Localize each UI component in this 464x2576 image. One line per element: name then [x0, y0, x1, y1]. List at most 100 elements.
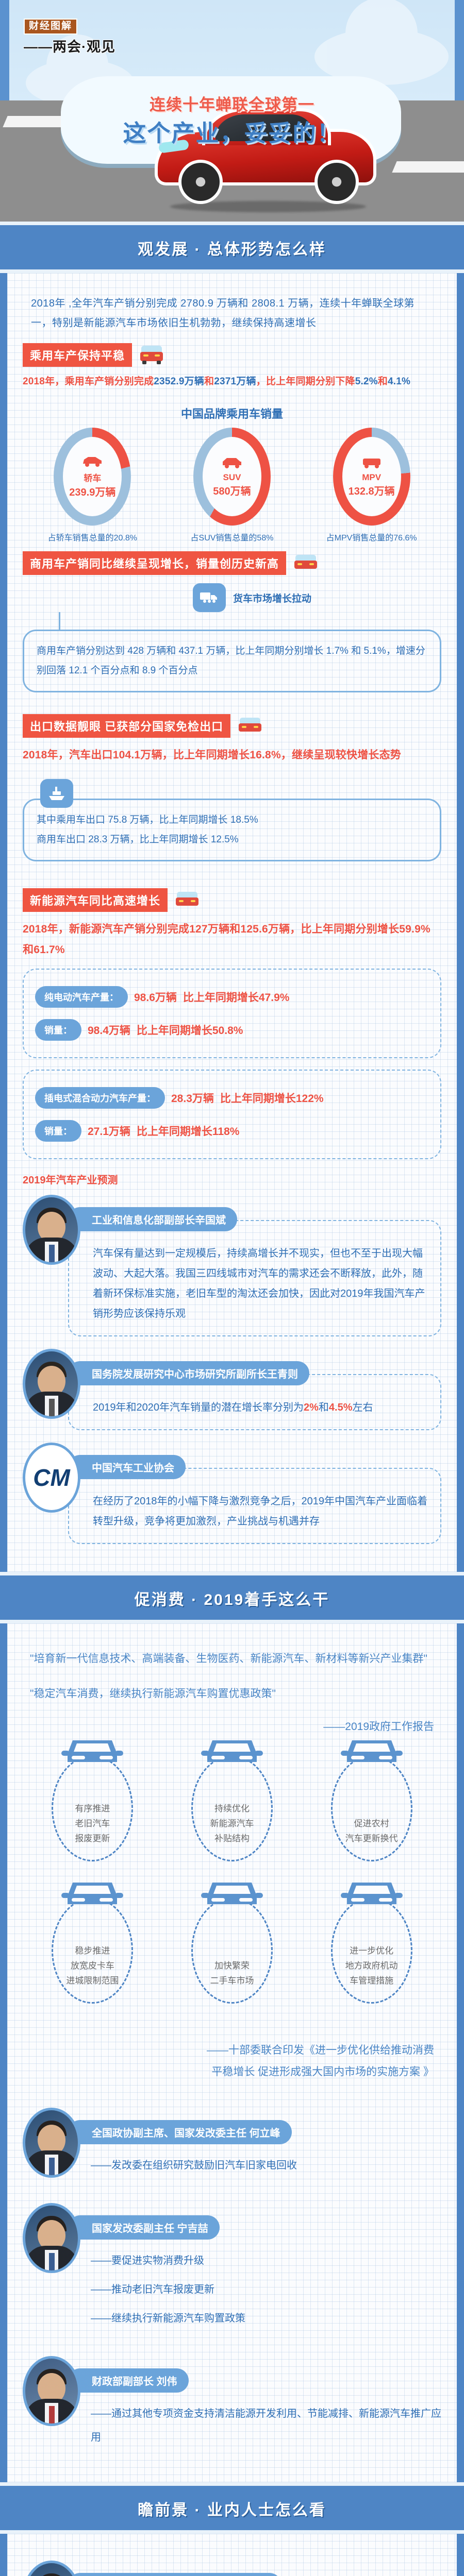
donut-value: 132.8万辆 [348, 485, 395, 497]
speaker-name: 财政部副部长 刘伟 [68, 2368, 189, 2393]
brand-subtitle: ——两会·观见 [24, 39, 115, 55]
truck-icon [193, 583, 226, 613]
measure-card: 有序推进 老旧汽车 报废更新 [30, 1740, 154, 1871]
avatar-head [38, 2124, 65, 2156]
speaker-ning-jizhe: 国家发改委副主任 宁吉喆 ——要促进实物消费升级 ——推动老旧汽车报废更新 ——… [23, 2203, 441, 2335]
donut-sedan: 轿车 239.9万辆 [54, 428, 131, 526]
car-front-outline-icon [340, 1883, 403, 1905]
brand-share-donut-chart: 轿车 239.9万辆 占轿车销售总量的20.8% SUV 580万辆 [23, 428, 441, 543]
speaker-caam: CM 中国汽车工业协会 在经历了2018年的小幅下降与激烈竞争之后，2019年中… [23, 1443, 441, 1545]
donut-label: MPV [362, 472, 382, 482]
speaker-he-lifeng: 全国政协副主席、国家发改委主任 何立峰 ——发改委在组织研究鼓励旧汽车旧家电回收 [23, 2108, 441, 2182]
donut-cell: MPV 132.8万辆 占MPV销售总量的76.6% [307, 428, 436, 543]
nev-row-value: 27.1万辆 [88, 1126, 130, 1138]
mpv-icon [362, 458, 380, 468]
section-band-consumption: 促消费 · 2019着手这么干 [0, 1572, 464, 1624]
measure-line3: 车管理措施 [350, 1976, 394, 1986]
car-window [216, 114, 313, 141]
pc-value-3: 5.2% [355, 376, 378, 387]
nev-row-note: 比上年同期增长122% [220, 1093, 324, 1105]
avatar-head [38, 2372, 65, 2404]
nev-heading: 新能源汽车同比高速增长 [23, 888, 441, 912]
measure-card: 加快繁荣 二手车市场 [170, 1883, 294, 2013]
brand-badge: 财经图解 [24, 19, 78, 35]
measure-caption: 促进农村 汽车更新换代 [345, 1817, 398, 1860]
wq-value-1: 2% [303, 1402, 319, 1414]
car-wheel [314, 160, 359, 204]
donut-cell: SUV 580万辆 占SUV销售总量的58% [168, 428, 296, 543]
section-band-development: 观发展 · 总体形势怎么样 [0, 222, 464, 273]
passenger-car-stats: 2018年，乘用车产销分别完成2352.9万辆和2371万辆，比上年同期分别下降… [23, 374, 441, 389]
section-outlook-body: 全国政协委员、北汽集团董事长 徐和谊 ——建议充分发挥重点企业新能源汽车推广的示… [0, 2534, 464, 2576]
measure-ellipse: 稳步推进 放宽皮卡车 进城限制范围 [52, 1883, 134, 2004]
nev-row-value: 98.6万辆 [134, 992, 177, 1004]
commercial-bubble: 商用车产销分别达到 428 万辆和 437.1 万辆，比上年同期分别增长 1.7… [23, 630, 441, 693]
commercial-tag: 商用车产销同比继续呈现增长，销量创历史新高 [23, 551, 287, 575]
measure-card: 稳步推进 放宽皮卡车 进城限制范围 [30, 1883, 154, 2013]
nev-row-note: 比上年同期增长47.9% [183, 992, 290, 1004]
nev-row-pill: 销量： [35, 1019, 81, 1041]
chart-title: 中国品牌乘用车销量 [180, 408, 283, 421]
measure-line2: 二手车市场 [210, 1976, 254, 1986]
donut-caption: 占MPV销售总量的76.6% [326, 534, 417, 543]
measure-line1: 持续优化 [214, 1804, 250, 1814]
truck-callout: 货车市场增长拉动 [193, 583, 441, 613]
commercial-heading: 商用车产销同比继续呈现增长，销量创历史新高 [23, 551, 441, 575]
section-consumption-body: "培育新一代信息技术、高端装备、生物医药、新能源汽车、新材料等新兴产业集群" "… [0, 1623, 464, 2483]
passenger-car-tag: 乘用车产保持平稳 [23, 343, 132, 367]
brand-logo: 财经图解 ——两会·观见 [24, 19, 115, 56]
avatar-hair [37, 2573, 67, 2576]
section-development-body: 2018年 ,全年汽车产销分别完成 2780.9 万辆和 2808.1 万辆，连… [0, 273, 464, 1572]
avatar-tie [49, 1399, 55, 1417]
avatar [23, 1195, 80, 1265]
avatar-tie [49, 2406, 55, 2424]
wq-text-post: 左右 [352, 1402, 373, 1414]
measure-card-grid-row1: 有序推进 老旧汽车 报废更新 [23, 1740, 441, 1871]
passenger-car-heading: 乘用车产保持平稳 [23, 343, 441, 367]
nev-row-note: 比上年同期增长50.8% [136, 1025, 243, 1037]
avatar-tie [49, 2253, 55, 2271]
avatar-head [38, 1365, 65, 1397]
nev-phev-card: 插电式混合动力汽车产量： 28.3万辆 比上年同期增长122% 销量： 27.1… [23, 1070, 441, 1160]
truck-glyph-icon [200, 592, 217, 603]
measure-line1: 促进农村 [354, 1819, 389, 1829]
avatar [23, 1349, 80, 1419]
speaker-quote: 在经历了2018年的小幅下降与激烈竞争之后，2019年中国汽车产业面临着转型升级… [68, 1468, 441, 1545]
avatar-tie [49, 2158, 55, 2176]
sedan-icon [83, 457, 102, 467]
speaker-body: 全国政协委员、北汽集团董事长 徐和谊 ——建议充分发挥重点企业新能源汽车推广的示… [68, 2561, 441, 2576]
pc-text-c: ，比上年同期分别下降 [256, 376, 355, 387]
ship-callout [40, 779, 441, 808]
speaker-points: ——通过其他专项资金支持清洁能源开发利用、节能减排、新能源汽车推广应用 [68, 2393, 441, 2449]
nev-row-value: 28.3万辆 [171, 1093, 214, 1105]
export-bubble-line1: 其中乘用车出口 75.8 万辆，比上年同期增长 18.5% [37, 815, 258, 826]
speaker-point: ——继续执行新能源汽车购置政策 [91, 2313, 245, 2325]
nev-row: 插电式混合动力汽车产量： 28.3万辆 比上年同期增长122% [35, 1087, 429, 1109]
speaker-name: 中国汽车工业协会 [68, 1455, 186, 1480]
measure-line3: 报废更新 [75, 1834, 110, 1844]
nev-tag: 新能源汽车同比高速增长 [23, 888, 168, 912]
speaker-xu-heyi: 全国政协委员、北汽集团董事长 徐和谊 ——建议充分发挥重点企业新能源汽车推广的示… [23, 2561, 441, 2576]
export-bubble: 其中乘用车出口 75.8 万辆，比上年同期增长 18.5% 商用车出口 28.3… [23, 799, 441, 862]
car-front-icon [294, 555, 318, 569]
speaker-body: 工业和信息化部副部长辛国斌 汽车保有量达到一定规模后，持续高增长并不现实，但也不… [68, 1195, 441, 1337]
avatar [23, 2203, 80, 2274]
measure-line2: 地方政府机动 [345, 1961, 398, 1971]
nev-row-pill: 纯电动汽车产量： [35, 986, 128, 1008]
hero-title-line2: 这个产业，妥妥的！ [123, 120, 341, 146]
car-front-outline-icon [201, 1740, 263, 1762]
suv-icon [222, 457, 241, 468]
measure-line1: 加快繁荣 [214, 1961, 250, 1971]
pc-value-2: 2371万辆 [214, 376, 256, 387]
speaker-name: 国务院发展研究中心市场研究所副所长王青则 [68, 1361, 309, 1386]
measure-card-grid-row2: 稳步推进 放宽皮卡车 进城限制范围 [23, 1883, 441, 2013]
donut-label: 轿车 [84, 473, 102, 484]
wq-value-2: 4.5% [328, 1402, 353, 1414]
donut-mpv: MPV 132.8万辆 [333, 428, 410, 526]
nev-row-note: 比上年同期增长118% [136, 1126, 240, 1138]
car-front-icon [176, 892, 199, 906]
nev-row-pill: 插电式混合动力汽车产量： [35, 1087, 165, 1109]
avatar [23, 2356, 80, 2427]
donut-value: 239.9万辆 [69, 487, 116, 499]
